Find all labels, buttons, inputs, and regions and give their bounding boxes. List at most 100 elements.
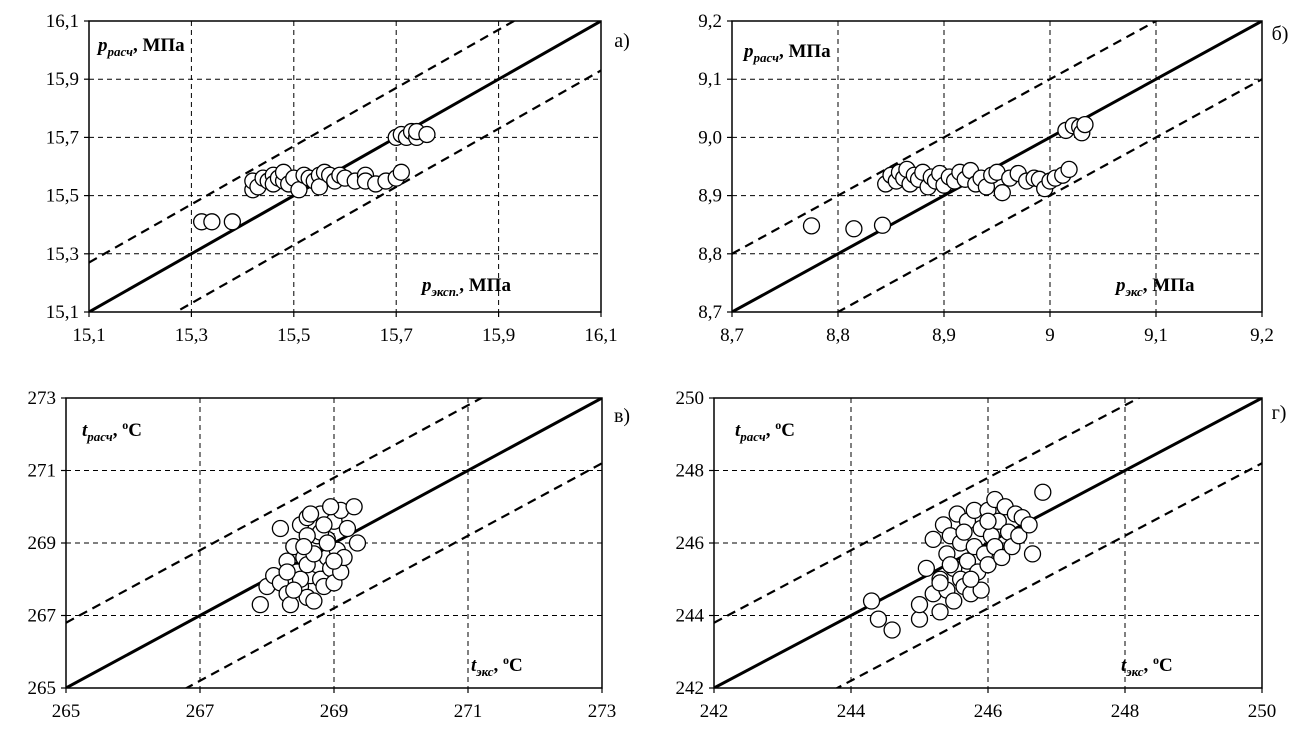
data-point: [325, 552, 343, 570]
data-point: [348, 534, 367, 552]
y-axis-label-sup: o: [775, 418, 781, 432]
y-tick-label: 15,1: [46, 302, 79, 323]
data-point: [271, 519, 290, 538]
data-point: [281, 595, 300, 614]
x-tick-label: 271: [454, 701, 483, 722]
data-point: [321, 498, 340, 516]
x-tick-label: 267: [186, 701, 215, 722]
y-axis-label: tрасч, oC: [82, 418, 142, 444]
x-axis-label-unit: , МПа: [459, 275, 511, 296]
y-axis-label-unit: ,: [113, 420, 123, 441]
data-point: [869, 610, 888, 628]
x-axis-label-sub: экс: [1125, 284, 1143, 299]
data-point: [931, 603, 949, 621]
data-point: [962, 570, 980, 588]
data-point: [979, 512, 997, 530]
x-axis-label-sub: экс: [475, 664, 493, 679]
upper-band-line: [66, 398, 484, 624]
plot-frame: [88, 20, 602, 313]
data-point: [315, 516, 333, 534]
x-axis-label: tэкс, oC: [1121, 653, 1173, 679]
data-point: [251, 595, 269, 614]
y-tick-label: 271: [28, 461, 57, 482]
data-point: [1034, 483, 1052, 501]
data-point: [1076, 115, 1094, 134]
data-point: [955, 523, 973, 541]
y-tick-label: 15,3: [46, 244, 79, 265]
plot-frame: [731, 20, 1263, 313]
scatter-points: [862, 483, 1052, 639]
data-point: [223, 213, 242, 231]
y-axis-label-sub: расч: [739, 429, 766, 444]
y-tick-label: 15,5: [46, 186, 79, 207]
x-axis-label-sup: o: [1153, 653, 1159, 667]
x-axis-label-unit2: C: [509, 655, 523, 676]
data-point: [931, 574, 949, 592]
y-axis-label-sub: расч: [107, 44, 134, 59]
data-point: [301, 505, 320, 523]
y-tick-label: 8,7: [698, 302, 722, 323]
panel-2: 8,78,78,88,88,98,999,09,19,19,29,2pрасч,…: [698, 11, 1289, 346]
x-axis-label-sup: o: [503, 653, 509, 667]
data-point: [1020, 516, 1038, 534]
y-axis-label-unit: ,: [766, 420, 776, 441]
y-tick-label: 244: [676, 606, 705, 627]
x-axis-label: tэкс, oC: [471, 653, 523, 679]
y-tick-label: 9,1: [698, 69, 722, 90]
x-tick-label: 8,8: [826, 325, 850, 346]
y-tick-label: 8,8: [698, 244, 722, 265]
y-tick-label: 267: [28, 606, 57, 627]
data-point: [203, 213, 221, 231]
x-axis-label-main: p: [420, 275, 432, 296]
y-tick-label: 248: [676, 461, 705, 482]
x-tick-label: 8,9: [932, 325, 956, 346]
x-axis-label-sub: эксп.: [431, 284, 460, 299]
data-point: [345, 498, 363, 516]
x-tick-label: 269: [320, 701, 349, 722]
x-axis-label-main: t: [1121, 655, 1127, 676]
x-axis-label-unit: ,: [494, 655, 504, 676]
y-tick-label: 265: [28, 678, 57, 699]
y-tick-label: 16,1: [46, 11, 79, 32]
x-axis-label-main: p: [1114, 275, 1126, 296]
data-point: [958, 552, 977, 570]
x-tick-label: 15,1: [72, 325, 105, 346]
y-tick-label: 9,0: [698, 127, 722, 148]
y-axis-label: tрасч, oC: [735, 418, 795, 444]
x-axis-label-unit: , МПа: [1143, 275, 1195, 296]
x-axis-label-main: t: [471, 655, 477, 676]
x-axis-label: pэксп., МПа: [420, 275, 511, 299]
data-point: [1010, 527, 1028, 545]
data-point: [1023, 545, 1042, 563]
y-tick-label: 242: [676, 678, 705, 699]
x-tick-label: 9,1: [1144, 325, 1168, 346]
x-tick-label: 250: [1248, 701, 1277, 722]
panel-letter: б): [1272, 23, 1289, 45]
x-axis-label: pэкс, МПа: [1114, 275, 1195, 299]
data-point: [285, 581, 303, 599]
panel-1: 15,115,1 15,3 15,3 15,5 15,5 15,7 15,7 15,9 15,9…: [46, 11, 630, 346]
scatter-points: [802, 115, 1094, 238]
x-tick-label: 273: [588, 701, 617, 722]
data-point: [941, 556, 959, 574]
data-point: [945, 592, 963, 610]
data-point: [873, 216, 892, 234]
y-tick-label: 8,9: [698, 186, 722, 207]
lower-band-line: [835, 78, 1262, 312]
data-point: [993, 184, 1011, 202]
data-point: [862, 592, 881, 610]
y-tick-label: 15,9: [46, 69, 79, 90]
x-tick-label: 9,2: [1250, 325, 1274, 346]
x-axis-label-sub: экс: [1125, 664, 1143, 679]
x-tick-label: 242: [700, 701, 729, 722]
panel-letter: в): [614, 405, 630, 427]
y-axis-label-main: t: [82, 420, 88, 441]
x-tick-label: 15,5: [277, 325, 310, 346]
y-tick-label: 9,2: [698, 11, 722, 32]
x-tick-label: 9: [1045, 325, 1055, 346]
y-tick-label: 273: [28, 388, 57, 409]
x-tick-label: 15,9: [482, 325, 515, 346]
data-point: [1060, 160, 1078, 179]
